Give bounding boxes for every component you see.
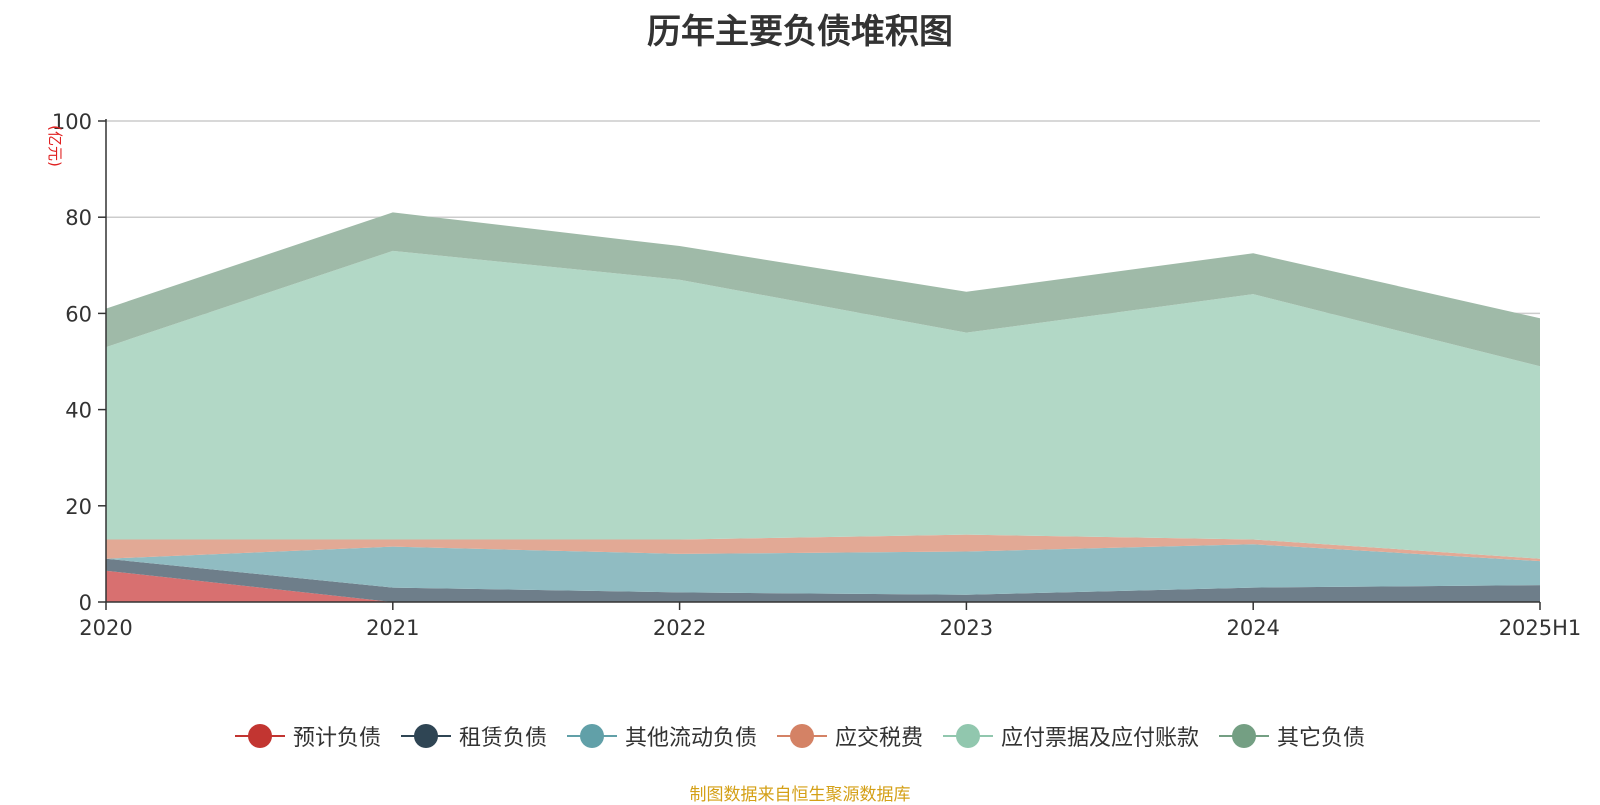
area-5	[106, 212, 1540, 367]
tick-labels: 0 20 40 60 80 100 2020 2021 2022 2023 2024 2025H1	[52, 110, 1581, 640]
legend: 预计负债 租赁负债 其他流动负债 应交税费 应付票据及应付账款 其它负债	[0, 718, 1600, 754]
legend-item-1[interactable]: 租赁负债	[400, 720, 547, 752]
area-2	[106, 544, 1540, 595]
legend-item-5[interactable]: 其它负债	[1219, 720, 1365, 752]
x-tick-label: 2023	[940, 616, 993, 640]
legend-marker	[1219, 724, 1270, 748]
legend-item-3[interactable]: 应交税费	[777, 720, 923, 752]
x-tick-label: 2022	[653, 616, 706, 640]
y-tick-label: 60	[65, 302, 92, 326]
legend-label: 其它负债	[1277, 726, 1366, 751]
y-tick-label: 20	[65, 495, 92, 519]
legend-item-0[interactable]: 预计负债	[234, 720, 381, 752]
x-tick-label: 2025H1	[1499, 616, 1582, 640]
area-series	[106, 212, 1540, 602]
legend-item-2[interactable]: 其他流动负债	[566, 720, 757, 752]
legend-marker	[566, 724, 617, 748]
y-tick-label: 100	[52, 110, 92, 134]
legend-marker	[400, 724, 451, 748]
area-4	[106, 250, 1540, 559]
legend-label: 预计负债	[292, 726, 381, 751]
area-1	[106, 558, 1540, 602]
x-tick-label: 2024	[1226, 616, 1279, 640]
legend-label: 其他流动负债	[624, 726, 757, 751]
area-3	[106, 534, 1540, 562]
x-tick-label: 2021	[366, 616, 419, 640]
legend-label: 租赁负债	[458, 726, 547, 751]
legend-label: 应付票据及应付账款	[1001, 726, 1200, 751]
legend-item-4[interactable]: 应付票据及应付账款	[943, 720, 1199, 752]
y-axis-unit-label: (亿元)	[46, 125, 64, 167]
source-note: 制图数据来自恒生聚源数据库	[689, 785, 911, 805]
y-tick-label: 80	[65, 206, 92, 230]
y-tick-label: 40	[65, 399, 92, 423]
legend-marker	[777, 724, 827, 748]
legend-label: 应交税费	[835, 726, 924, 751]
legend-marker	[234, 724, 285, 748]
axes	[105, 119, 1540, 603]
x-tick-label: 2020	[79, 616, 132, 640]
area-0	[106, 570, 1540, 602]
legend-marker	[943, 724, 994, 748]
y-tick-label: 0	[79, 591, 92, 615]
chart-title: 历年主要负债堆积图	[647, 12, 953, 52]
